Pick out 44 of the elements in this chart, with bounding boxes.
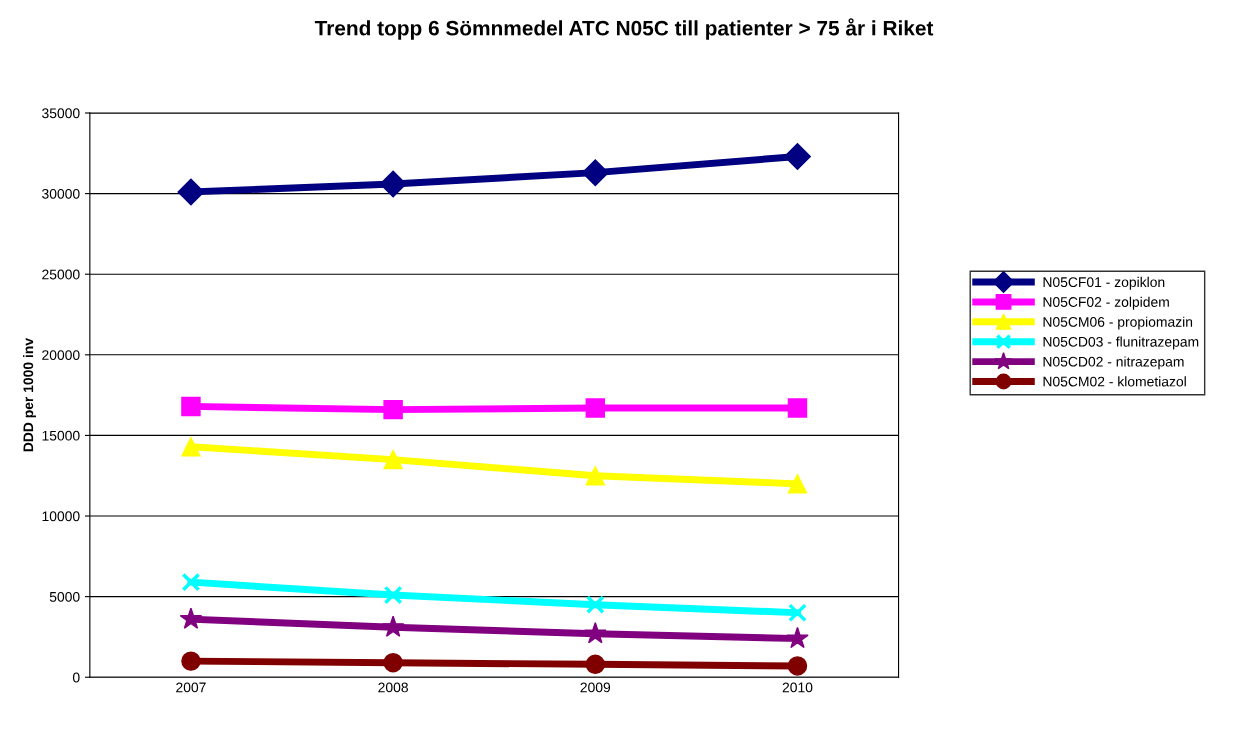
- point: [181, 436, 201, 457]
- point: [177, 178, 205, 206]
- y-tick-label: 30000: [42, 188, 80, 199]
- point: [181, 651, 201, 671]
- point: [585, 466, 606, 486]
- point: [181, 396, 201, 417]
- point: [585, 654, 606, 675]
- point: [383, 653, 403, 673]
- y-axis-title: DDD per 1000 inv: [23, 338, 36, 452]
- point: [585, 398, 606, 418]
- point: [584, 621, 607, 644]
- y-tick-label: 10000: [42, 511, 80, 522]
- point: [179, 607, 203, 629]
- y-tick-label: 20000: [42, 350, 80, 360]
- point: [383, 585, 403, 605]
- x-tick-label: 2008: [378, 682, 408, 693]
- legend-label: N05CM06 - propiomazin: [1043, 316, 1193, 330]
- point: [381, 615, 405, 637]
- point: [787, 656, 808, 676]
- point: [786, 626, 809, 649]
- point: [784, 143, 811, 170]
- y-tick-label: 0: [72, 672, 80, 683]
- legend-label: N05CD02 - nitrazepam: [1043, 356, 1184, 370]
- y-tick-label: 5000: [49, 591, 80, 602]
- chart-title: Trend topp 6 Sömnmedel ATC N05C till patienter > 75 år i Riket: [314, 18, 934, 40]
- y-tick-label: 35000: [42, 108, 80, 119]
- x-tick-label: 2007: [176, 682, 206, 693]
- point: [787, 398, 808, 418]
- point: [788, 603, 807, 623]
- x-tick-label: 2009: [580, 682, 611, 693]
- legend-label: N05CF01 - zopiklon: [1043, 276, 1165, 290]
- legend-label: N05CD03 - flunitrazepam: [1043, 336, 1199, 350]
- point: [181, 572, 201, 592]
- point: [383, 399, 403, 420]
- point: [379, 170, 407, 198]
- x-tick-label: 2010: [782, 682, 813, 693]
- point: [787, 474, 808, 494]
- point: [383, 449, 403, 470]
- y-tick-label: 25000: [42, 269, 80, 280]
- point: [585, 595, 605, 615]
- y-tick-label: 15000: [42, 430, 80, 441]
- point: [581, 159, 609, 187]
- legend-label: N05CF02 - zolpidem: [1043, 296, 1169, 310]
- legend-label: N05CM02 - klometiazol: [1043, 376, 1186, 387]
